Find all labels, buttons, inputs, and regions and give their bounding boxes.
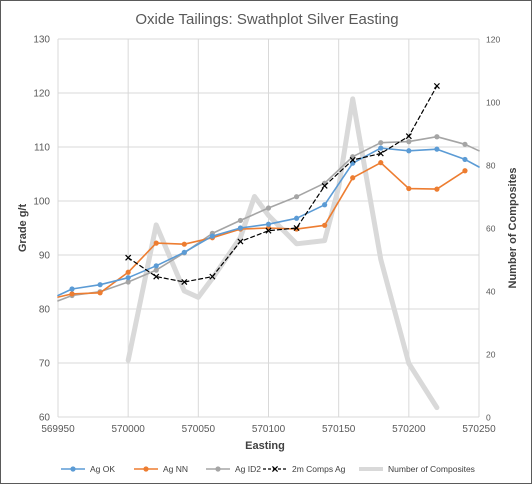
x-tick-label: 570100	[252, 424, 286, 435]
ag-nn-point	[153, 240, 159, 246]
ag-nn-point	[434, 186, 440, 192]
2m-comps-ag-point	[321, 182, 328, 189]
x-tick-label: 570200	[392, 424, 426, 435]
ag-ok-point	[181, 249, 187, 255]
ag-id2-point	[153, 267, 159, 273]
ag-ok-point	[209, 233, 215, 239]
ag-ok-point	[125, 275, 131, 281]
2m-comps-ag-point	[405, 133, 412, 140]
y-tick-label: 130	[33, 35, 50, 46]
ag-ok-point	[293, 215, 300, 221]
legend: Ag OK Ag NN Ag ID2 2m Comps Ag Number of Com…	[61, 464, 475, 474]
number-of-composites-line	[125, 96, 440, 411]
x-tick-label: 570250	[462, 424, 496, 435]
y2-tick-label: 20	[486, 350, 496, 360]
ag-nn-point	[350, 175, 356, 181]
y-tick-label: 60	[39, 413, 51, 424]
ag-nn-legend-label: Ag NN	[163, 464, 188, 474]
ag-ok-legend-label: Ag OK	[90, 464, 115, 474]
ag-ok-point	[69, 286, 75, 292]
y-axis-title: Grade g/t	[17, 204, 29, 253]
2m-comps-ag-point	[181, 278, 188, 286]
y2-tick-label: 40	[486, 287, 496, 297]
2m-comps-ag-point	[377, 150, 384, 157]
2m-comps-ag-point	[265, 227, 272, 234]
ag-id2-point	[406, 139, 412, 145]
2m-comps-ag-point	[349, 156, 356, 163]
x-tick-label: 569950	[41, 424, 75, 435]
x-axis-title: Easting	[245, 440, 285, 452]
ag-ok-point	[97, 282, 103, 288]
2m-comps-ag-point	[433, 82, 440, 90]
ag-id2-legend-marker	[215, 466, 221, 472]
2m-comps-ag-point	[153, 273, 160, 280]
ag-nn-point	[69, 291, 75, 297]
ag-ok-point	[378, 145, 384, 151]
ag-id2-point	[293, 194, 300, 200]
chart-title: Oxide Tailings: Swathplot Silver Easting	[135, 11, 398, 28]
x-tick-label: 570050	[182, 424, 216, 435]
y-tick-label: 70	[39, 359, 51, 370]
number-of-composites-legend-label: Number of Composites	[388, 464, 475, 474]
2m-comps-ag-point	[125, 254, 132, 261]
x-tick-label: 570000	[111, 424, 145, 435]
x-tick-label: 570150	[322, 424, 356, 435]
2m-comps-ag-line	[127, 85, 438, 283]
ag-ok-point	[434, 146, 440, 152]
ag-nn-point	[406, 185, 412, 192]
ag-nn-point	[378, 160, 384, 166]
ag-ok-legend-marker	[70, 466, 76, 472]
y-tick-label: 120	[33, 89, 50, 100]
ag-ok-point	[153, 263, 159, 269]
y2-axis-title: Number of Composites	[507, 167, 519, 288]
ag-id2-point	[434, 134, 440, 140]
ag-id2-point	[265, 205, 272, 211]
ag-ok-point	[265, 221, 272, 227]
ag-nn-legend-marker	[143, 466, 149, 472]
y-tick-label: 110	[34, 143, 50, 154]
2m-comps-ag-point	[209, 273, 216, 280]
ag-id2-legend-label: Ag ID2	[235, 464, 261, 474]
y2-tick-label: 120	[486, 35, 500, 45]
ag-nn-point	[462, 168, 468, 174]
y2-tick-label: 100	[486, 98, 500, 108]
y-tick-label: 100	[33, 197, 50, 208]
ag-id2-point	[237, 217, 244, 224]
ag-id2-point	[125, 279, 131, 285]
ag-nn-point	[125, 269, 131, 275]
y2-tick-label: 80	[486, 161, 496, 171]
ag-id2-point	[462, 141, 468, 147]
ag-nn-point	[322, 222, 328, 228]
y-tick-label: 80	[39, 305, 51, 316]
y2-tick-label: 60	[486, 224, 496, 234]
tick-labels: 60 70 80 90 100 110 120 130 569950 570000 570050 57…	[33, 35, 500, 436]
series-layer	[57, 82, 480, 411]
ag-ok-point	[237, 225, 244, 231]
ag-nn-point	[97, 290, 103, 296]
2m-comps-ag-legend-label: 2m Comps Ag	[292, 464, 346, 474]
ag-id2-point	[378, 140, 384, 146]
2m-comps-ag-point	[293, 224, 300, 232]
y2-tick-label: 0	[486, 413, 491, 423]
ag-ok-point	[462, 156, 468, 163]
ag-ok-point	[322, 202, 328, 208]
ag-nn-line	[57, 161, 466, 298]
ag-ok-point	[406, 148, 412, 154]
2m-comps-ag-legend-marker	[271, 465, 279, 473]
ag-nn-point	[181, 241, 187, 247]
2m-comps-ag-point	[237, 238, 244, 245]
y-tick-label: 90	[39, 251, 51, 262]
